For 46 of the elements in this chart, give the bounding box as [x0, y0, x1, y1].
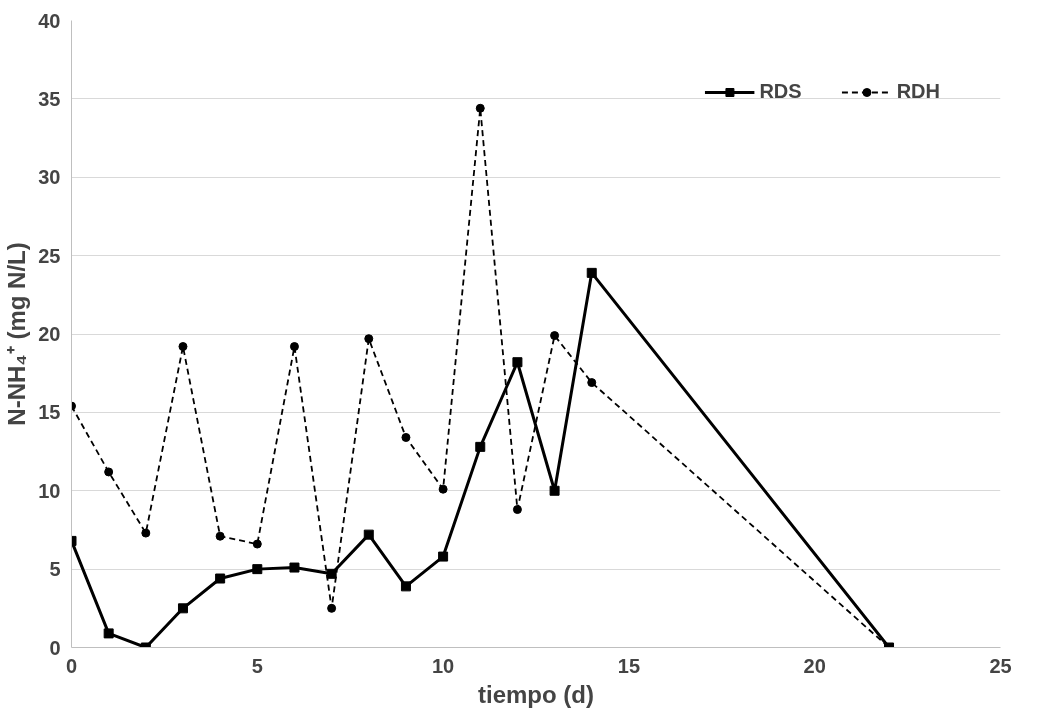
point: [512, 505, 522, 515]
point: [177, 603, 188, 614]
point: [438, 484, 448, 494]
y-tick-label: 25: [38, 244, 61, 267]
x-tick-label: 10: [431, 654, 455, 677]
point: [364, 334, 374, 344]
x-tick-label: 5: [251, 654, 263, 677]
point: [363, 529, 374, 540]
y-tick-label: 10: [38, 479, 61, 502]
point: [401, 432, 411, 442]
point: [549, 485, 560, 496]
x-tick-label: 20: [803, 654, 826, 677]
y-tick-label: 0: [49, 636, 61, 659]
y-tick-label: 40: [38, 9, 61, 32]
point: [327, 603, 337, 613]
y-tick-label: 30: [38, 166, 61, 189]
point: [475, 441, 486, 452]
point: [141, 528, 151, 538]
point: [178, 342, 188, 352]
x-tick-label: 15: [617, 654, 641, 677]
point: [252, 564, 263, 575]
point: [289, 342, 299, 352]
point: [252, 539, 262, 549]
point: [586, 267, 597, 278]
y-tick-label: 20: [38, 323, 61, 345]
point: [550, 331, 560, 341]
x-tick-label: 0: [65, 654, 78, 677]
legend-label: RDS: [759, 80, 802, 103]
point: [587, 378, 597, 388]
y-tick-label: 35: [38, 87, 61, 110]
point: [400, 581, 411, 592]
point: [103, 628, 114, 639]
point: [104, 467, 114, 477]
y-tick-label: 5: [49, 558, 61, 581]
y-tick-label: 15: [38, 401, 61, 424]
point: [326, 568, 337, 579]
point: [289, 562, 300, 573]
legend-label: RDH: [896, 80, 940, 103]
point: [512, 357, 523, 368]
x-axis-title: tiempo (d): [478, 680, 594, 708]
y-axis-title: N-NH₄⁺ (mg N/L): [3, 242, 31, 426]
point: [438, 551, 449, 562]
point: [215, 573, 226, 584]
point: [215, 531, 225, 541]
point: [475, 103, 485, 113]
x-tick-label: 25: [989, 654, 1012, 677]
